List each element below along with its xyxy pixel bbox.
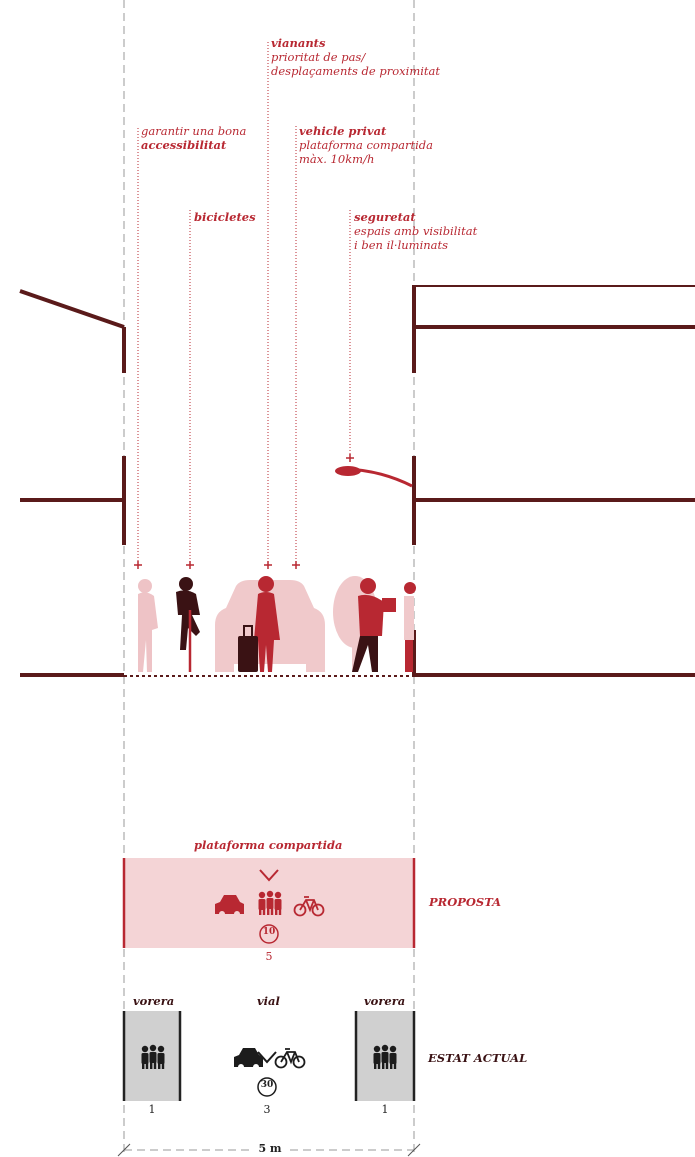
leader-lines	[137, 42, 351, 562]
speed-limit-icon	[259, 924, 279, 944]
annotation-text: plataforma compartida	[299, 138, 433, 152]
annotation-title: accessibilitat	[141, 138, 227, 152]
annotation-vianants: vianants prioritat de pas/ desplaçaments…	[271, 36, 440, 78]
bicycle-icon	[274, 1048, 306, 1069]
bicycle-icon	[293, 896, 325, 917]
estat-actual-speed-value: 30	[260, 1080, 274, 1090]
left-building	[19, 289, 126, 677]
annotation-text: desplaçaments de proximitat	[271, 64, 441, 78]
chevron-down-icon	[259, 869, 279, 882]
car-icon	[234, 1048, 263, 1070]
speed-limit-icon	[257, 1077, 277, 1097]
plus-markers	[134, 454, 354, 569]
annotation-title: vehicle privat	[299, 124, 387, 138]
dimension-label: 5 m	[258, 1142, 282, 1155]
car-icon	[215, 895, 244, 917]
annotation-text: garantir una bona	[141, 124, 247, 138]
pedestrian-figure-1	[138, 579, 158, 672]
road-width: 3	[263, 1103, 271, 1116]
street-lamp	[335, 466, 413, 488]
dimension-tick-right	[407, 1143, 421, 1157]
dimension-tick-left	[117, 1143, 131, 1157]
annotation-text: i ben il·luminats	[354, 238, 449, 252]
sidewalk-left-width: 1	[148, 1103, 156, 1116]
pedestrians-icon	[258, 890, 282, 915]
chevron-down-icon	[257, 1051, 277, 1064]
cyclist-figure	[176, 577, 200, 672]
annotation-vehicle-privat: vehicle privat plataforma compartida màx…	[299, 124, 433, 166]
annotation-accessibilitat: garantir una bona accessibilitat	[141, 124, 246, 152]
proposta-width: 5	[265, 950, 273, 963]
pedestrians-icon	[373, 1044, 397, 1069]
annotation-seguretat: seguretat espais amb visibilitat i ben i…	[354, 210, 477, 252]
estat-actual-label: ESTAT ACTUAL	[428, 1051, 528, 1065]
proposta-label: PROPOSTA	[429, 895, 502, 909]
annotation-title: vianants	[271, 36, 326, 50]
proposta-title: plataforma compartida	[194, 838, 343, 852]
road-title: vial	[257, 994, 280, 1008]
annotation-bicicletes: bicicletes	[194, 210, 256, 224]
annotation-text: espais amb visibilitat	[354, 224, 478, 238]
delivery-person-figure	[352, 578, 396, 672]
pedestrians-icon	[141, 1044, 165, 1069]
right-building	[412, 285, 695, 677]
woman-figure	[238, 576, 280, 672]
sidewalk-right-title: vorera	[364, 994, 406, 1008]
annotation-title: seguretat	[354, 210, 416, 224]
sidewalk-left-title: vorera	[133, 994, 175, 1008]
annotation-title: bicicletes	[194, 210, 256, 224]
annotation-text: màx. 10km/h	[299, 152, 375, 166]
proposta-speed-value: 10	[262, 927, 276, 937]
sidewalk-right-width: 1	[381, 1103, 389, 1116]
annotation-text: prioritat de pas/	[271, 50, 366, 64]
pedestrian-figure-2	[404, 582, 416, 672]
